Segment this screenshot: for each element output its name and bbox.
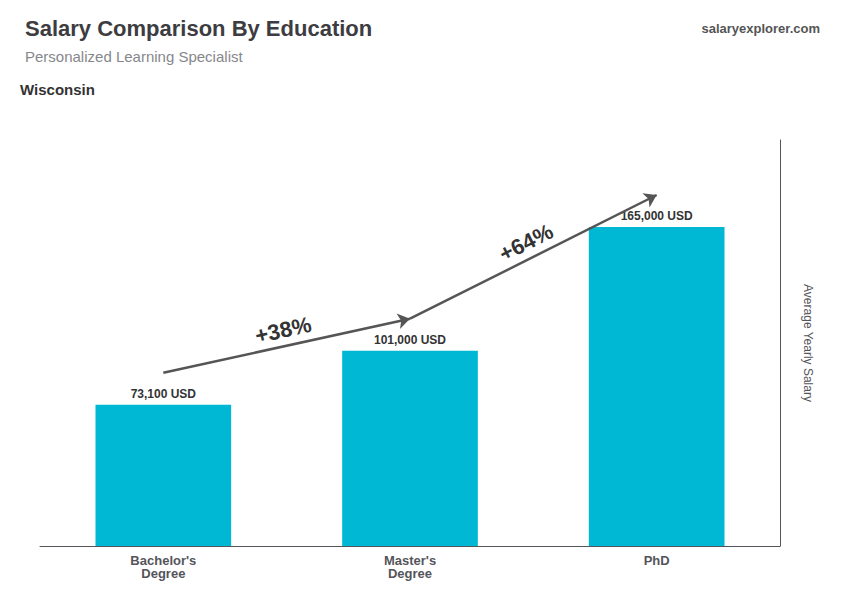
svg-text:+38%: +38%	[253, 312, 314, 349]
svg-text:101,000 USD: 101,000 USD	[374, 333, 446, 347]
svg-text:Average Yearly Salary: Average Yearly Salary	[801, 284, 815, 402]
svg-text:Bachelor's: Bachelor's	[130, 553, 197, 568]
svg-text:Wisconsin: Wisconsin	[20, 81, 95, 98]
svg-text:165,000 USD: 165,000 USD	[621, 209, 693, 223]
svg-text:PhD: PhD	[644, 553, 670, 568]
svg-text:73,100 USD: 73,100 USD	[131, 387, 197, 401]
svg-text:salaryexplorer.com: salaryexplorer.com	[701, 21, 820, 36]
svg-text:Degree: Degree	[141, 566, 185, 581]
svg-text:Salary Comparison By Education: Salary Comparison By Education	[25, 16, 372, 41]
svg-text:Master's: Master's	[383, 553, 437, 568]
svg-text:Personalized Learning Speciali: Personalized Learning Specialist	[25, 48, 243, 65]
svg-text:Degree: Degree	[388, 566, 432, 581]
svg-text:+64%: +64%	[495, 219, 557, 267]
